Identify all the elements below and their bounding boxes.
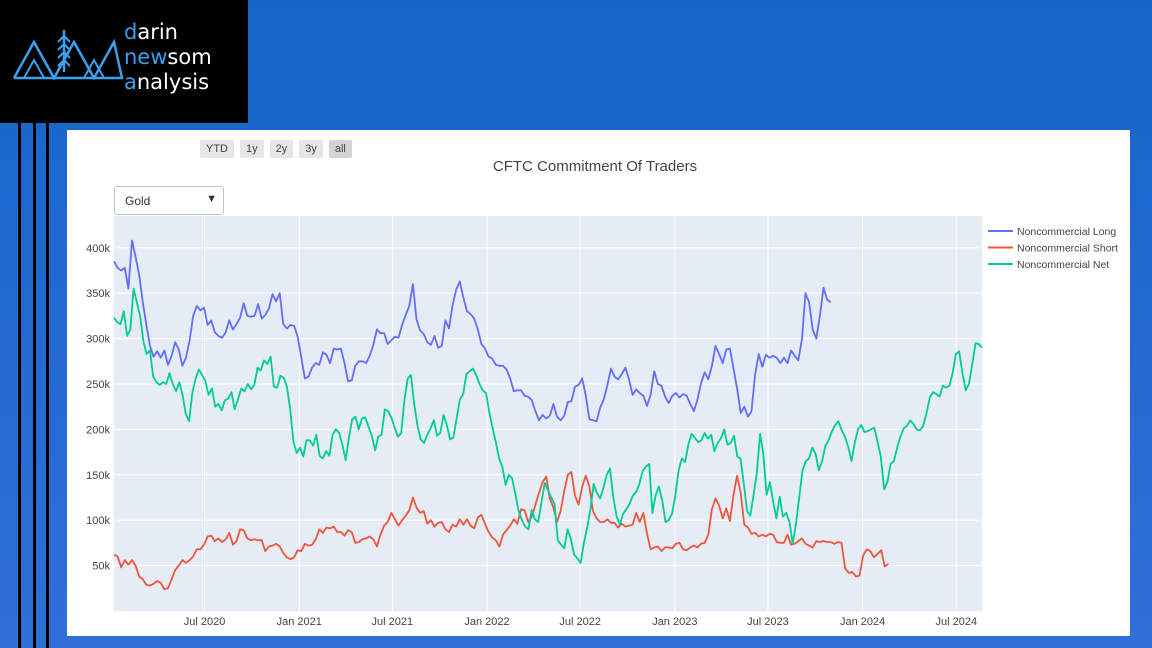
commodity-dropdown[interactable]: Gold ▼ [114, 186, 224, 215]
y-tick-label: 400k [86, 243, 110, 255]
x-tick-label: Jul 2021 [372, 616, 414, 628]
y-tick-label: 300k [86, 334, 110, 346]
dropdown-value: Gold [125, 194, 151, 208]
legend-label-1: Noncommercial Long [1017, 226, 1116, 238]
y-tick-label: 100k [86, 515, 110, 527]
x-tick-label: Jan 2022 [464, 616, 509, 628]
logo-panel: darin newsom analysis [0, 0, 248, 123]
range-all-button[interactable]: all [328, 140, 352, 158]
x-tick-label: Jul 2022 [559, 616, 601, 628]
series-line-3 [113, 287, 983, 564]
x-tick-label: Jan 2023 [652, 616, 697, 628]
x-tick-label: Jul 2020 [184, 616, 226, 628]
legend-label-2: Noncommercial Short [1017, 243, 1118, 255]
logo-mountains-icon [12, 30, 124, 81]
y-tick-label: 250k [86, 379, 110, 391]
decor-bar [46, 123, 49, 648]
y-tick-label: 200k [86, 424, 110, 436]
plot-area [114, 216, 982, 611]
logo-wordmark: darin newsom analysis [124, 20, 212, 94]
y-tick-label: 150k [86, 470, 110, 482]
range-2y-button[interactable]: 2y [269, 140, 294, 158]
series-line-2 [113, 471, 889, 591]
y-tick-label: 350k [86, 288, 110, 300]
chart-title: CFTC Commitment Of Traders [492, 158, 698, 175]
range-1y-button[interactable]: 1y [240, 140, 264, 158]
y-tick-label: 50k [92, 561, 110, 573]
decor-bar [18, 123, 21, 648]
x-tick-label: Jan 2021 [277, 616, 322, 628]
caret-down-icon: ▼ [206, 193, 217, 205]
x-tick-label: Jan 2024 [840, 616, 885, 628]
range-selector: YTD 1y 2y 3y all [200, 140, 352, 158]
range-ytd-button[interactable]: YTD [200, 140, 234, 158]
x-tick-label: Jul 2023 [747, 616, 789, 628]
legend-label-3: Noncommercial Net [1017, 259, 1109, 271]
series-line-1 [113, 239, 832, 423]
x-tick-label: Jul 2024 [935, 616, 977, 628]
decor-bar [33, 123, 36, 648]
range-3y-button[interactable]: 3y [299, 140, 323, 158]
